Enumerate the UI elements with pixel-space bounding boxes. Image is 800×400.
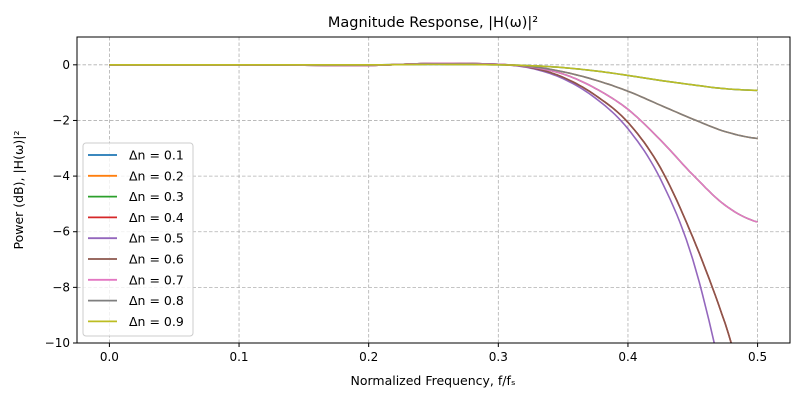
- legend-box: [82, 142, 194, 337]
- legend-label: Δn = 0.3: [129, 189, 184, 204]
- legend-label: Δn = 0.2: [129, 168, 184, 183]
- series-line: [109, 63, 758, 92]
- y-tick-label: 0: [62, 58, 70, 72]
- plot-frame: [76, 36, 791, 344]
- legend-label: Δn = 0.8: [129, 293, 184, 308]
- legend-label: Δn = 0.6: [129, 252, 184, 267]
- legend-label: Δn = 0.7: [129, 272, 184, 287]
- series-line: [109, 62, 758, 223]
- series-lines: [109, 62, 758, 343]
- x-tick-label: 0.2: [359, 350, 378, 364]
- y-axis-label: Power (dB), |H(ω)|²: [11, 130, 26, 249]
- series-line: [109, 62, 758, 223]
- y-tick-label: −2: [52, 113, 70, 127]
- y-tick-label: −4: [52, 169, 70, 183]
- series-line: [109, 62, 733, 343]
- x-tick-label: 0.0: [100, 350, 119, 364]
- series-line: [109, 62, 716, 343]
- chart-title: Magnitude Response, |H(ω)|²: [328, 15, 538, 31]
- x-tick-label: 0.4: [618, 350, 637, 364]
- y-tick-label: −8: [52, 280, 70, 294]
- series-line: [109, 63, 758, 140]
- legend-label: Δn = 0.4: [129, 210, 184, 225]
- series-line: [109, 63, 758, 140]
- x-tick-label: 0.1: [229, 350, 248, 364]
- series-line: [109, 63, 758, 92]
- x-tick-label: 0.5: [748, 350, 767, 364]
- y-tick-label: −10: [45, 336, 70, 350]
- x-tick-label: 0.3: [489, 350, 508, 364]
- legend-label: Δn = 0.9: [129, 314, 184, 329]
- series-line: [109, 62, 733, 343]
- x-axis-label: Normalized Frequency, f/fₛ: [350, 373, 515, 388]
- legend: Δn = 0.1 Δn = 0.2 Δn = 0.3 Δn = 0.4 Δn = 0.5…: [82, 142, 194, 337]
- legend-label: Δn = 0.1: [129, 148, 184, 163]
- y-tick-label: −6: [52, 225, 70, 239]
- legend-label: Δn = 0.5: [129, 231, 184, 246]
- ticks: 0.0 0.1 0.2 0.3 0.4 0.5 0 −2 −4 −6 −8 −10: [45, 58, 767, 364]
